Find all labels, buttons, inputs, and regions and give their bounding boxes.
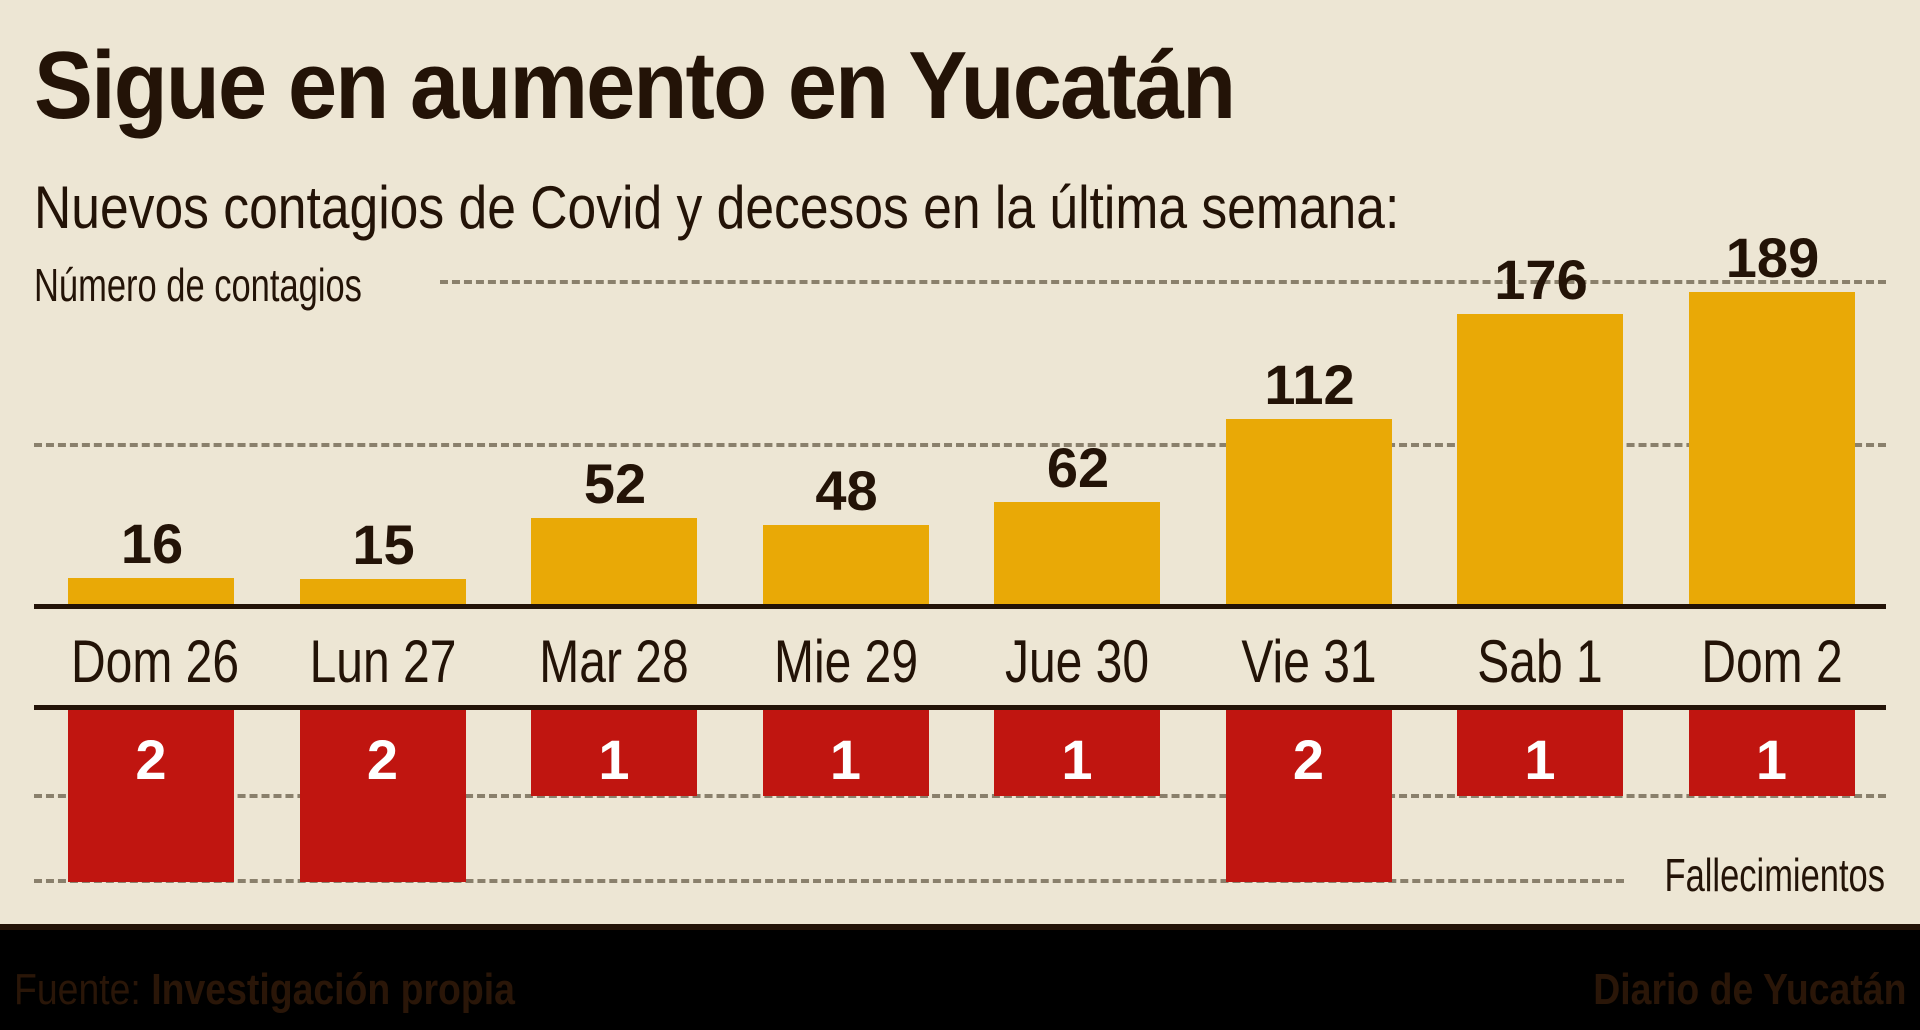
fallecimientos-value: 1: [598, 728, 630, 791]
x-axis-top: [34, 604, 1886, 609]
footer: Fuente: Investigación propia Diario de Y…: [0, 924, 1920, 1030]
contagios-value: 112: [1264, 353, 1355, 417]
contagios-bar: [994, 501, 1160, 604]
contagios-value: 52: [583, 452, 647, 516]
fallecimientos-bar: 1: [531, 710, 697, 796]
category-label: Vie 31: [1240, 628, 1377, 695]
chart-subtitle: Nuevos contagios de Covid y decesos en l…: [34, 174, 1400, 241]
fallecimientos-bar: 1: [762, 710, 929, 796]
chart-title: Sigue en aumento en Yucatán: [34, 32, 1236, 139]
contagios-value: 16: [120, 511, 184, 575]
contagios-bar: [762, 524, 929, 604]
brand-name: Diario de Yucatán: [1592, 965, 1906, 1014]
contagios-value: 48: [815, 458, 878, 522]
fallecimientos-bar: 1: [994, 710, 1160, 796]
fallecimientos-label: Fallecimientos: [1664, 849, 1886, 901]
contagios-value: 62: [1046, 435, 1110, 499]
category-label: Mar 28: [539, 628, 689, 695]
contagios-bar: [1225, 419, 1392, 604]
contagios-bar: [299, 579, 466, 604]
category-label: Jue 30: [1004, 628, 1150, 695]
contagios-bar: [1457, 313, 1623, 604]
source-text: Fuente: Investigación propia: [14, 968, 515, 1012]
fallecimientos-bar: 2: [1225, 710, 1392, 882]
source-name: Investigación propia: [151, 965, 515, 1014]
fallecimientos-bar: 1: [1688, 710, 1855, 796]
category-label: Lun 27: [309, 628, 456, 695]
category-label: Dom 26: [71, 628, 240, 695]
contagios-bar: [531, 518, 697, 604]
x-axis-bottom: [34, 705, 1886, 710]
contagios-bar: [68, 577, 234, 604]
fallecimientos-bar: 2: [68, 710, 234, 882]
contagios-bar: [1688, 292, 1855, 604]
fallecimientos-value: 1: [1524, 728, 1556, 791]
gridline-mid: [34, 443, 1886, 447]
gridline-fall-1: [34, 794, 1886, 798]
contagios-value: 176: [1494, 247, 1588, 311]
gridline-top: [440, 280, 1886, 284]
category-label: Mie 29: [773, 628, 918, 695]
category-label: Dom 2: [1700, 628, 1843, 695]
fallecimientos-value: 1: [1755, 728, 1788, 791]
contagios-value: 189: [1725, 226, 1820, 290]
y-axis-label: Número de contagios: [34, 259, 362, 311]
fallecimientos-value: 1: [829, 728, 862, 791]
fallecimientos-value: 2: [135, 728, 167, 791]
gridline-fall-2: [34, 879, 1624, 883]
category-label: Sab 1: [1477, 628, 1603, 695]
contagios-value: 15: [352, 513, 415, 577]
fallecimientos-bar: 1: [1457, 710, 1623, 796]
footer-divider: [0, 924, 1920, 930]
source-prefix: Fuente:: [14, 965, 141, 1014]
fallecimientos-bar: 2: [299, 710, 466, 882]
fallecimientos-value: 2: [1292, 728, 1325, 791]
fallecimientos-value: 1: [1061, 728, 1093, 791]
fallecimientos-value: 2: [366, 728, 399, 791]
